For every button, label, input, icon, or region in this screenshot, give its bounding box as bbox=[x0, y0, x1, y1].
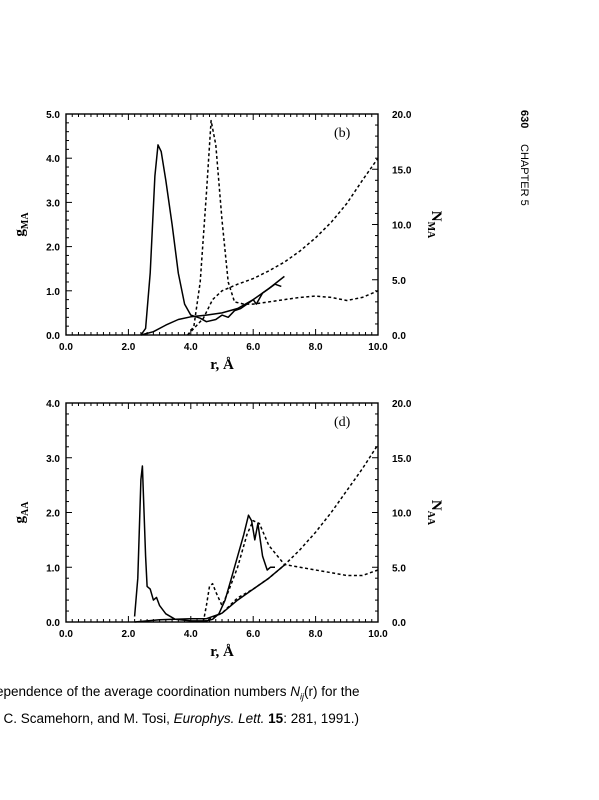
x-tick-label: 8.0 bbox=[309, 629, 323, 640]
y-tick-label-left: 1.0 bbox=[46, 563, 60, 574]
y-tick-label-left: 0.0 bbox=[46, 618, 60, 629]
y-tick-label-left: 4.0 bbox=[46, 399, 60, 410]
series-line-1 bbox=[133, 465, 275, 622]
figure-caption: ependence of the average coordination nu… bbox=[0, 681, 596, 729]
y-tick-label-left: 2.0 bbox=[46, 509, 60, 520]
plot-frame bbox=[65, 402, 379, 623]
y-axis-title-right: NMA bbox=[425, 211, 444, 239]
panel-label: (d) bbox=[334, 415, 351, 430]
x-tick-label: 6.0 bbox=[246, 342, 260, 353]
series-line-2 bbox=[140, 275, 285, 336]
figure: 0.0 2.0 4.0 6.0 8.0 10.00.01.02.03.04.05.00.0… bbox=[12, 110, 444, 660]
x-tick-label: 8.0 bbox=[309, 342, 323, 353]
y-tick-label-left: 0.0 bbox=[46, 331, 60, 342]
series-line-4 bbox=[187, 157, 379, 336]
chart-panel-d: 0.0 2.0 4.0 6.0 8.0 10.0 0.0 1.0 2.0 3.0 4.0 0.0 5.0… bbox=[12, 399, 444, 660]
series-line-3 bbox=[202, 519, 379, 623]
y-tick-label-left: 4.0 bbox=[46, 154, 60, 165]
y-tick-label-right: 20.0 bbox=[392, 399, 412, 410]
y-axis-title-left: gMA bbox=[12, 212, 31, 237]
y-tick-label-left: 5.0 bbox=[46, 110, 60, 121]
caption-line-1: ependence of the average coordination nu… bbox=[0, 684, 360, 702]
x-tick-label: 2.0 bbox=[121, 342, 135, 353]
series-line-3 bbox=[187, 119, 379, 336]
y-tick-label-right: 15.0 bbox=[392, 454, 412, 465]
y-tick-label-right: 10.0 bbox=[392, 509, 412, 520]
caption-line-2: , C. Scamehorn, and M. Tosi, Europhys. L… bbox=[0, 710, 359, 726]
chapter-label: CHAPTER 5 bbox=[518, 144, 530, 206]
y-tick-label-left: 3.0 bbox=[46, 454, 60, 465]
y-axis-title-right: NAA bbox=[425, 500, 444, 526]
y-tick-label-right: 0.0 bbox=[392, 331, 406, 342]
x-tick-label: 10.0 bbox=[368, 629, 388, 640]
x-axis-title: r, Å bbox=[210, 644, 234, 660]
y-tick-label-right: 10.0 bbox=[392, 221, 412, 232]
y-tick-label-right: 0.0 bbox=[392, 618, 406, 629]
y-tick-label-right: 20.0 bbox=[392, 110, 412, 121]
x-tick-label: 4.0 bbox=[184, 629, 198, 640]
x-axis-title: r, Å bbox=[210, 357, 234, 373]
y-tick-label-left: 3.0 bbox=[46, 198, 60, 209]
y-axis-title-left: gAA bbox=[12, 501, 31, 524]
series-line-4 bbox=[202, 444, 379, 623]
x-tick-label: 4.0 bbox=[184, 342, 198, 353]
series-line-1 bbox=[140, 144, 282, 336]
y-tick-label-left: 1.0 bbox=[46, 287, 60, 298]
x-tick-label: 0.0 bbox=[59, 342, 73, 353]
x-tick-label: 0.0 bbox=[59, 629, 73, 640]
y-tick-label-left: 2.0 bbox=[46, 243, 60, 254]
page-number: 630 bbox=[518, 110, 530, 128]
panel-label: (b) bbox=[334, 126, 351, 141]
x-tick-label: 10.0 bbox=[368, 342, 388, 353]
running-head: 630 CHAPTER 5 bbox=[505, 108, 545, 328]
x-tick-label: 6.0 bbox=[246, 629, 260, 640]
series-line-2 bbox=[134, 564, 285, 623]
y-tick-label-right: 15.0 bbox=[392, 165, 412, 176]
y-tick-label-right: 5.0 bbox=[392, 276, 406, 287]
chart-panel-b: 0.0 2.0 4.0 6.0 8.0 10.0 0.0 1.0 2.0 3.0 4.0 5.0 0.0… bbox=[12, 110, 444, 373]
y-tick-label-right: 5.0 bbox=[392, 563, 406, 574]
x-tick-label: 2.0 bbox=[121, 629, 135, 640]
